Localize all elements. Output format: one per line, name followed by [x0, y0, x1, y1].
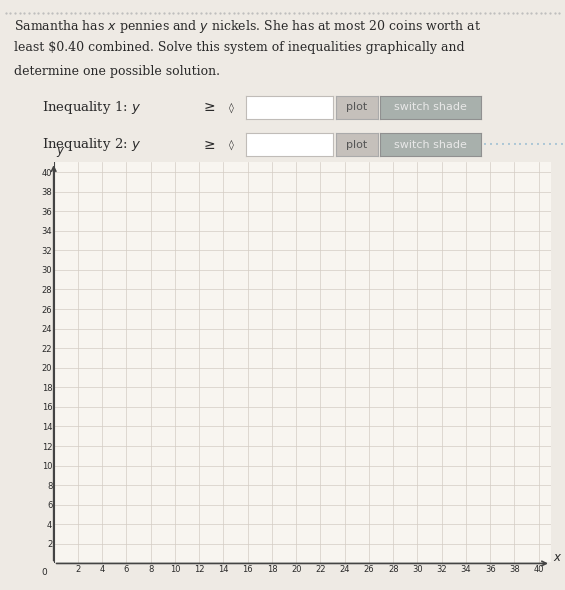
Text: $x$: $x$ — [553, 551, 563, 564]
Text: determine one possible solution.: determine one possible solution. — [14, 65, 220, 78]
Text: plot: plot — [346, 103, 367, 112]
Text: •: • — [531, 142, 534, 148]
Text: •: • — [548, 142, 552, 148]
Text: switch shade: switch shade — [394, 140, 467, 149]
Text: •: • — [560, 142, 564, 148]
Text: $y$: $y$ — [56, 145, 66, 159]
Text: •: • — [512, 142, 516, 148]
Text: •: • — [519, 142, 523, 148]
Text: •: • — [536, 142, 540, 148]
Text: 0: 0 — [42, 568, 47, 578]
Text: •: • — [489, 142, 493, 148]
Text: ◊: ◊ — [229, 102, 234, 113]
Text: $\geq$: $\geq$ — [201, 100, 215, 114]
Text: Inequality 2: $y$: Inequality 2: $y$ — [42, 136, 141, 153]
Text: •: • — [495, 142, 499, 148]
Text: •: • — [524, 142, 528, 148]
Text: $\geq$: $\geq$ — [201, 137, 215, 152]
Text: •: • — [542, 142, 546, 148]
Text: ◊: ◊ — [229, 139, 234, 150]
Text: •: • — [501, 142, 505, 148]
Text: Samantha has $x$ pennies and $y$ nickels. She has at most 20 coins worth at: Samantha has $x$ pennies and $y$ nickels… — [14, 18, 481, 35]
Text: Inequality 1: $y$: Inequality 1: $y$ — [42, 99, 141, 116]
Text: •: • — [507, 142, 511, 148]
Text: switch shade: switch shade — [394, 103, 467, 112]
Text: plot: plot — [346, 140, 367, 149]
Text: least $0.40 combined. Solve this system of inequalities graphically and: least $0.40 combined. Solve this system … — [14, 41, 465, 54]
Text: •: • — [554, 142, 558, 148]
Text: •: • — [483, 142, 487, 148]
